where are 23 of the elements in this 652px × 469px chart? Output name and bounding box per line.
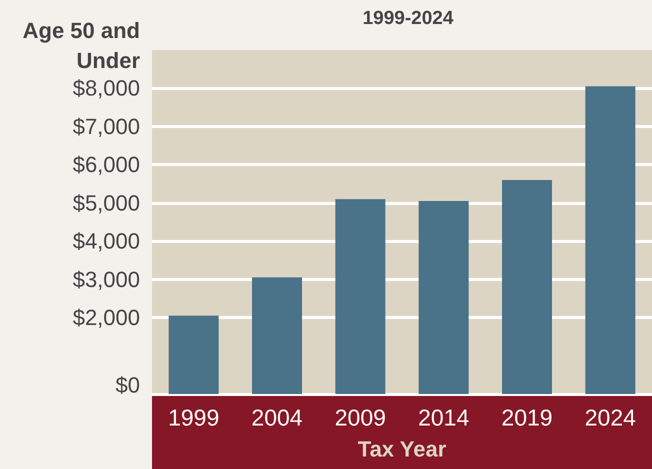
x-tick-label: 2004 — [251, 404, 303, 430]
y-tick-label: $3,000 — [72, 266, 140, 292]
y-tick-label: $2,000 — [72, 305, 140, 330]
y-tick-label: $7,000 — [72, 114, 140, 139]
x-tick-label: 2019 — [501, 404, 553, 430]
x-tick-label: 1999 — [168, 404, 220, 430]
bar — [502, 180, 552, 394]
x-axis-title: Tax Year — [358, 436, 447, 462]
chart-title: 1999-2024 — [362, 8, 454, 29]
bar — [168, 316, 219, 394]
bar — [335, 199, 386, 394]
y-tick-label: $4,000 — [72, 228, 140, 254]
x-tick-label: 2009 — [334, 404, 386, 430]
bar — [585, 86, 636, 394]
y-tick-label: $8,000 — [72, 76, 140, 101]
bar — [418, 200, 469, 394]
y-axis-title: Age 50 and Under — [22, 17, 140, 75]
x-tick-label: 2014 — [418, 404, 470, 430]
y-tick-label: $6,000 — [72, 152, 140, 178]
y-tick-label: $0 — [116, 372, 140, 398]
x-tick-label: 2024 — [584, 404, 636, 430]
bar — [252, 277, 302, 394]
y-tick-label: $5,000 — [72, 190, 140, 216]
